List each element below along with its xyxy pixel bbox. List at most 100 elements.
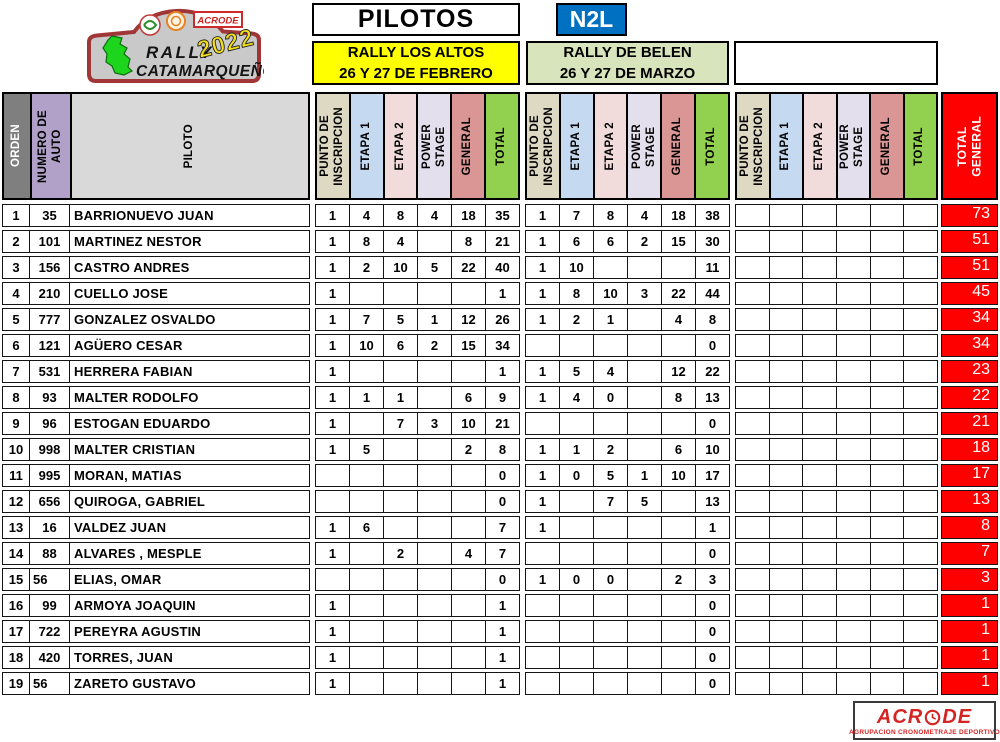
- score-cell: [349, 569, 383, 590]
- event-name: RALLY DE BELEN: [563, 44, 692, 61]
- event-total-cell: 1: [485, 595, 519, 616]
- score-cell: [349, 673, 383, 694]
- score-cell: [451, 647, 485, 668]
- score-cell: [736, 257, 769, 278]
- event-total-cell: [903, 231, 937, 252]
- score-cell: 1: [328, 286, 337, 301]
- score-cell: [559, 491, 593, 512]
- auto-number-cell: 56: [29, 569, 69, 590]
- score-cell: 4: [627, 205, 661, 226]
- score-cell: [802, 335, 836, 356]
- auto-number-cell: 420: [29, 647, 69, 668]
- score-cell: [869, 465, 904, 486]
- score-cell: [559, 621, 593, 642]
- event-date: 26 Y 27 DE MARZO: [559, 65, 696, 82]
- score-cell: [661, 595, 695, 616]
- row-event2-block: 1 10 11: [525, 256, 730, 279]
- total-general-cell: 1: [941, 620, 998, 643]
- table-row: 8 93 MALTER RODOLFO 1 1 1 6 9 1 4 0 8 13 22: [0, 386, 1000, 409]
- event3-columns-header: PUNTO DE INSCRIPCION ETAPA 1 ETAPA 2 POWER …: [735, 92, 938, 200]
- score-cell: 12: [451, 309, 485, 330]
- score-cell: [802, 439, 836, 460]
- score-cell: [559, 673, 593, 694]
- row-event2-block: 1 1 2 6 10: [525, 438, 730, 461]
- score-cell: [627, 621, 661, 642]
- event-header-1: RALLY LOS ALTOS 26 Y 27 DE FEBRERO: [312, 41, 520, 85]
- score-cell: [417, 439, 451, 460]
- score-cell: 1: [593, 309, 627, 330]
- score-cell: 1: [328, 520, 337, 535]
- orden-cell: 9: [12, 416, 20, 431]
- score-cell: 4: [349, 205, 383, 226]
- standings-table: 1 35 BARRIONUEVO JUAN 1 4 8 4 18 35 1 7 8 4 18 38 73 2 10…: [0, 204, 1000, 698]
- score-cell: [383, 673, 417, 694]
- row-left-block: 4 210 CUELLO JOSE: [2, 282, 310, 305]
- score-cell: [593, 413, 627, 434]
- score-cell: 1: [328, 442, 337, 457]
- score-cell: 1: [328, 624, 337, 639]
- score-cell: [869, 543, 904, 564]
- event-total-cell: [903, 465, 937, 486]
- pilot-name-cell: MALTER RODOLFO: [69, 387, 309, 408]
- total-general-cell: 3: [941, 568, 998, 591]
- score-cell: [836, 283, 870, 304]
- score-cell: [836, 231, 870, 252]
- row-event2-block: 0: [525, 542, 730, 565]
- orden-cell: 18: [8, 650, 24, 665]
- event-total-cell: 0: [695, 647, 729, 668]
- score-cell: [736, 361, 769, 382]
- score-cell: [736, 413, 769, 434]
- pilot-name-cell: ZARETO GUSTAVO: [69, 673, 309, 694]
- score-cell: [627, 309, 661, 330]
- score-cell: [627, 673, 661, 694]
- event-total-cell: [903, 387, 937, 408]
- column-header-etapa-2: ETAPA 2: [382, 94, 417, 198]
- total-general-cell: 17: [941, 464, 998, 487]
- score-cell: 4: [661, 309, 695, 330]
- event-total-cell: 0: [695, 595, 729, 616]
- score-cell: [736, 465, 769, 486]
- score-cell: [736, 647, 769, 668]
- auto-number-cell: 96: [29, 413, 69, 434]
- score-cell: [869, 569, 904, 590]
- score-cell: 1: [538, 390, 547, 405]
- orden-cell: 7: [12, 364, 20, 379]
- event-total-cell: 3: [695, 569, 729, 590]
- score-cell: [559, 543, 593, 564]
- score-cell: [802, 517, 836, 538]
- column-header-label: GENERAL: [879, 116, 892, 176]
- score-cell: [802, 413, 836, 434]
- total-general-cell: 23: [941, 360, 998, 383]
- column-header-total-general: TOTAL GENERAL: [941, 92, 998, 200]
- auto-number-cell: 88: [29, 543, 69, 564]
- score-cell: [736, 595, 769, 616]
- column-header-label: PUNTO DE INSCRIPCION: [738, 106, 765, 186]
- score-cell: [836, 621, 870, 642]
- auto-number-cell: 777: [29, 309, 69, 330]
- row-left-block: 1 35 BARRIONUEVO JUAN: [2, 204, 310, 227]
- event2-columns-header: PUNTO DE INSCRIPCION ETAPA 1 ETAPA 2 POWER …: [525, 92, 730, 200]
- pilot-name-cell: ARMOYA JOAQUIN: [69, 595, 309, 616]
- score-cell: [661, 335, 695, 356]
- event-header-2: RALLY DE BELEN 26 Y 27 DE MARZO: [526, 41, 729, 85]
- score-cell: [768, 335, 803, 356]
- score-cell: [417, 361, 451, 382]
- row-event3-block: [735, 646, 938, 669]
- event-total-cell: [903, 257, 937, 278]
- score-cell: 5: [383, 309, 417, 330]
- score-cell: [559, 335, 593, 356]
- table-row: 7 531 HERRERA FABIAN 1 1 1 5 4 12 22 23: [0, 360, 1000, 383]
- score-cell: 2: [661, 569, 695, 590]
- score-cell: [661, 543, 695, 564]
- score-cell: 1: [328, 676, 337, 691]
- score-cell: 15: [451, 335, 485, 356]
- auto-number-cell: 210: [29, 283, 69, 304]
- column-header-total: TOTAL: [902, 94, 936, 198]
- score-cell: [768, 491, 803, 512]
- total-general-cell: 1: [941, 672, 998, 695]
- score-cell: [836, 205, 870, 226]
- auto-number-cell: 656: [29, 491, 69, 512]
- table-row: 9 96 ESTOGAN EDUARDO 1 7 3 10 21 0 21: [0, 412, 1000, 435]
